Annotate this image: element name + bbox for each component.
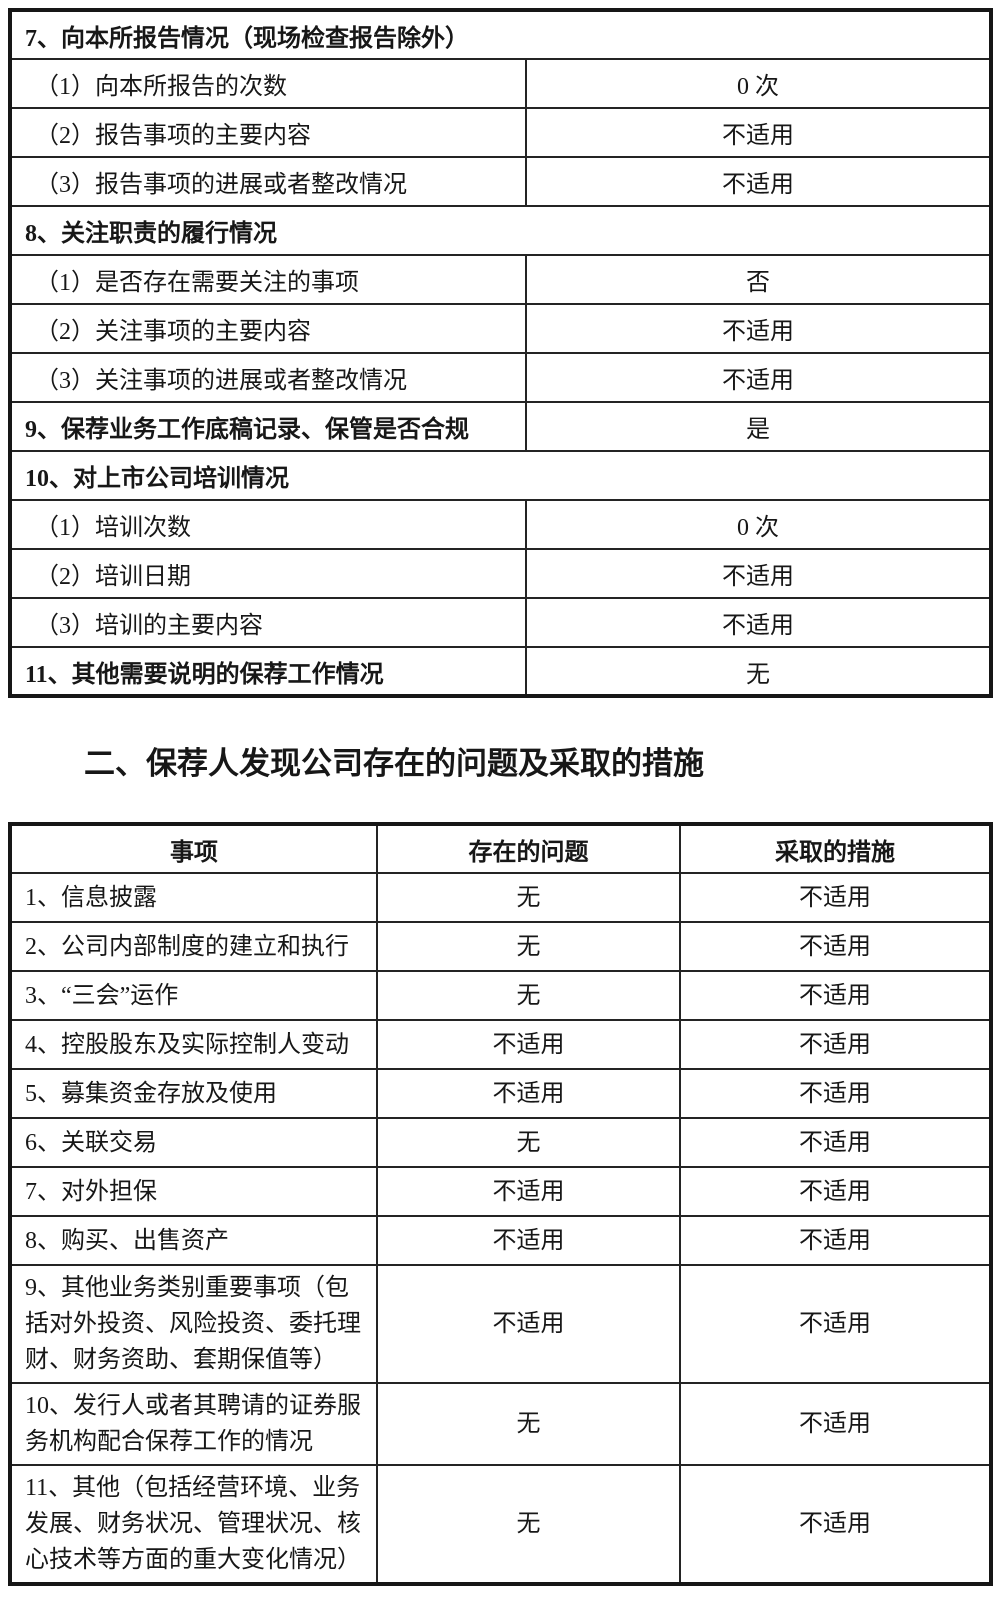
- row-value-cell: 不适用: [525, 548, 992, 599]
- table-row: 1、信息披露无不适用: [9, 872, 992, 923]
- row-label-cell: （3）培训的主要内容: [9, 597, 527, 648]
- matter-cell: 9、其他业务类别重要事项（包括对外投资、风险投资、委托理财、财务资助、套期保值等…: [9, 1264, 378, 1384]
- problem-cell: 无: [375, 921, 682, 972]
- problem-cell: 不适用: [375, 1215, 682, 1266]
- matter-cell: 7、对外担保: [9, 1166, 378, 1217]
- row-label-cell: （1）是否存在需要关注的事项: [9, 254, 527, 305]
- section-row-label: 8、关注职责的履行情况: [9, 205, 992, 256]
- table-row: 11、其他需要说明的保荐工作情况无: [9, 646, 992, 697]
- row-label-cell: 11、其他需要说明的保荐工作情况: [9, 646, 527, 697]
- row-value-cell: 不适用: [525, 156, 992, 207]
- row-label-cell: （2）关注事项的主要内容: [9, 303, 527, 354]
- matter-cell: 1、信息披露: [9, 872, 378, 923]
- matter-cell: 2、公司内部制度的建立和执行: [9, 921, 378, 972]
- matter-cell: 10、发行人或者其聘请的证券服务机构配合保荐工作的情况: [9, 1382, 378, 1466]
- matter-cell: 8、购买、出售资产: [9, 1215, 378, 1266]
- matter-cell: 6、关联交易: [9, 1117, 378, 1168]
- problem-cell: 无: [375, 970, 682, 1021]
- problem-cell: 无: [375, 872, 682, 923]
- column-header: 事项: [9, 823, 378, 874]
- table-row: 3、“三会”运作无不适用: [9, 970, 992, 1021]
- measure-cell: 不适用: [679, 970, 992, 1021]
- issues-table-header-row: 事项 存在的问题 采取的措施: [9, 823, 992, 874]
- matter-cell: 3、“三会”运作: [9, 970, 378, 1021]
- row-label-cell: （3）关注事项的进展或者整改情况: [9, 352, 527, 403]
- matter-cell: 11、其他（包括经营环境、业务发展、财务状况、管理状况、核心技术等方面的重大变化…: [9, 1464, 378, 1585]
- table-row: 4、控股股东及实际控制人变动 不适用 不适用: [9, 1019, 992, 1070]
- table-row: （1）培训次数 0 次: [9, 499, 992, 550]
- table-row: 6、关联交易无不适用: [9, 1117, 992, 1168]
- row-label-cell: 9、保荐业务工作底稿记录、保管是否合规: [9, 401, 527, 452]
- measure-cell: 不适用: [679, 1464, 992, 1585]
- issues-and-measures-table-body: 1、信息披露无不适用 2、公司内部制度的建立和执行无不适用 3、“三会”运作无不适用…: [9, 872, 992, 1585]
- measure-cell: 不适用: [679, 921, 992, 972]
- row-value-cell: 不适用: [525, 352, 992, 403]
- section-row-label: 10、对上市公司培训情况: [9, 450, 992, 501]
- table-row: （1）是否存在需要关注的事项否: [9, 254, 992, 305]
- measure-cell: 不适用: [679, 1019, 992, 1070]
- row-value-cell: 否: [525, 254, 992, 305]
- section-heading: 二、保荐人发现公司存在的问题及采取的措施: [84, 746, 704, 781]
- table-row: （1）向本所报告的次数 0 次: [9, 58, 992, 109]
- column-header: 采取的措施: [679, 823, 992, 874]
- table-row: 2、公司内部制度的建立和执行无不适用: [9, 921, 992, 972]
- table-row: 8、关注职责的履行情况: [9, 205, 992, 256]
- table-row: （2）关注事项的主要内容 不适用: [9, 303, 992, 354]
- matter-cell: 5、募集资金存放及使用: [9, 1068, 378, 1119]
- sponsor-work-summary-table-body: 7、向本所报告情况（现场检查报告除外） （1）向本所报告的次数 0 次（2）报告事项…: [9, 9, 992, 697]
- measure-cell: 不适用: [679, 1382, 992, 1466]
- row-label-cell: （1）培训次数: [9, 499, 527, 550]
- row-value-cell: 不适用: [525, 303, 992, 354]
- table-row: （3）培训的主要内容 不适用: [9, 597, 992, 648]
- table-row: 8、购买、出售资产 不适用 不适用: [9, 1215, 992, 1266]
- table-row: 9、保荐业务工作底稿记录、保管是否合规是: [9, 401, 992, 452]
- problem-cell: 不适用: [375, 1264, 682, 1384]
- measure-cell: 不适用: [679, 1264, 992, 1384]
- problem-cell: 不适用: [375, 1166, 682, 1217]
- table-row: 5、募集资金存放及使用 不适用 不适用: [9, 1068, 992, 1119]
- section-row-label: 7、向本所报告情况（现场检查报告除外）: [9, 9, 992, 60]
- row-value-cell: 0 次: [525, 499, 992, 550]
- row-value-cell: 是: [525, 401, 992, 452]
- problem-cell: 无: [375, 1464, 682, 1585]
- row-label-cell: （1）向本所报告的次数: [9, 58, 527, 109]
- row-label-cell: （2）报告事项的主要内容: [9, 107, 527, 158]
- table-row: 7、对外担保 不适用 不适用: [9, 1166, 992, 1217]
- problem-cell: 不适用: [375, 1068, 682, 1119]
- measure-cell: 不适用: [679, 1117, 992, 1168]
- column-header: 存在的问题: [375, 823, 682, 874]
- sponsor-work-summary-table: 7、向本所报告情况（现场检查报告除外） （1）向本所报告的次数 0 次（2）报告事项…: [8, 8, 993, 698]
- problem-cell: 不适用: [375, 1019, 682, 1070]
- table-row: 11、其他（包括经营环境、业务发展、财务状况、管理状况、核心技术等方面的重大变化…: [9, 1464, 992, 1585]
- row-value-cell: 不适用: [525, 597, 992, 648]
- row-value-cell: 0 次: [525, 58, 992, 109]
- row-label-cell: （3）报告事项的进展或者整改情况: [9, 156, 527, 207]
- matter-cell: 4、控股股东及实际控制人变动: [9, 1019, 378, 1070]
- problem-cell: 无: [375, 1117, 682, 1168]
- row-value-cell: 不适用: [525, 107, 992, 158]
- measure-cell: 不适用: [679, 1166, 992, 1217]
- table-row: 10、对上市公司培训情况: [9, 450, 992, 501]
- problem-cell: 无: [375, 1382, 682, 1466]
- table-row: （3）关注事项的进展或者整改情况 不适用: [9, 352, 992, 403]
- table-row: 9、其他业务类别重要事项（包括对外投资、风险投资、委托理财、财务资助、套期保值等…: [9, 1264, 992, 1384]
- table-row: 7、向本所报告情况（现场检查报告除外）: [9, 9, 992, 60]
- row-value-cell: 无: [525, 646, 992, 697]
- measure-cell: 不适用: [679, 1068, 992, 1119]
- row-label-cell: （2）培训日期: [9, 548, 527, 599]
- table-row: 10、发行人或者其聘请的证券服务机构配合保荐工作的情况无不适用: [9, 1382, 992, 1466]
- table-row: （2）培训日期 不适用: [9, 548, 992, 599]
- measure-cell: 不适用: [679, 1215, 992, 1266]
- table-row: （3）报告事项的进展或者整改情况 不适用: [9, 156, 992, 207]
- measure-cell: 不适用: [679, 872, 992, 923]
- issues-and-measures-table: 事项 存在的问题 采取的措施 1、信息披露无不适用 2、公司内部制度的建立和执行无不适…: [8, 822, 993, 1586]
- table-row: （2）报告事项的主要内容 不适用: [9, 107, 992, 158]
